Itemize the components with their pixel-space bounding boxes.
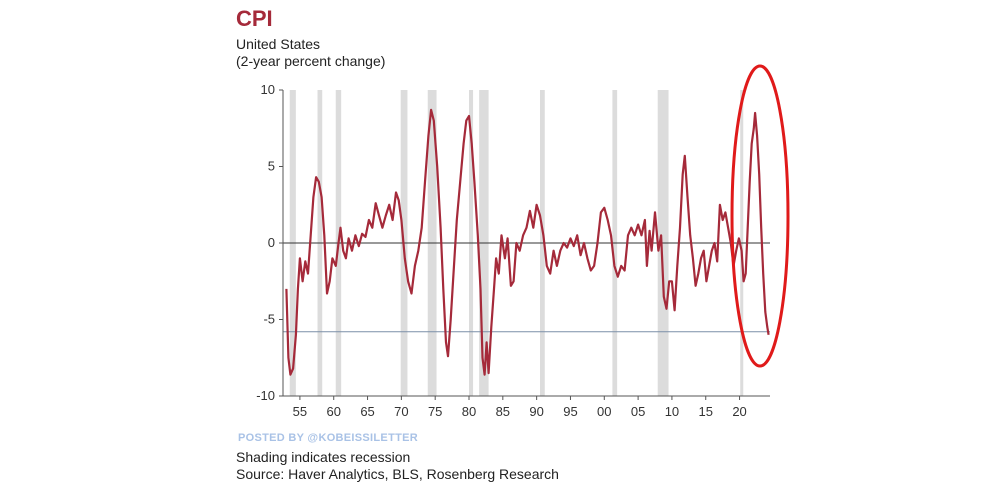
chart-subtitle: United States (2-year percent change): [236, 36, 385, 70]
reference-lines-layer: [283, 242, 770, 333]
chart-title: CPI: [236, 6, 273, 31]
cpi-series-line: [285, 108, 770, 376]
x-tick-label: 15: [699, 404, 713, 419]
y-tick-label: -10: [256, 388, 275, 403]
x-tick-label: 55: [293, 404, 307, 419]
x-tick-label: 95: [563, 404, 577, 419]
x-tick-label: 65: [360, 404, 374, 419]
watermark-text: POSTED BY @KOBEISSILETTER: [238, 432, 418, 444]
highlight-ellipse: [730, 64, 790, 368]
y-tick-label: 10: [261, 82, 275, 97]
x-tick-label: 60: [326, 404, 340, 419]
x-tick-label: 90: [529, 404, 543, 419]
y-tick-label: -5: [263, 312, 275, 327]
x-tick-label: 80: [462, 404, 476, 419]
y-tick-label: 0: [268, 235, 275, 250]
series-layer: [285, 108, 770, 376]
x-tick-label: 05: [631, 404, 645, 419]
footnote-source: Source: Haver Analytics, BLS, Rosenberg …: [236, 466, 559, 482]
x-tick-label: 20: [732, 404, 746, 419]
x-tick-label: 85: [496, 404, 510, 419]
x-tick-label: 75: [428, 404, 442, 419]
annotation-layer: [730, 64, 790, 368]
subtitle-line-1: United States: [236, 36, 321, 52]
x-tick-label: 70: [394, 404, 408, 419]
chart-footnote: Shading indicates recession Source: Have…: [236, 449, 559, 483]
y-tick-label: 5: [268, 159, 275, 174]
x-tick-label: 00: [597, 404, 611, 419]
axes-layer: 10 5 0 -5 -10 55 60 65 70 75 80 85 90 95 00 05 10 15 20: [256, 82, 770, 419]
x-tick-label: 10: [665, 404, 679, 419]
subtitle-line-2: (2-year percent change): [236, 53, 386, 69]
footnote-shading: Shading indicates recession: [236, 449, 411, 465]
